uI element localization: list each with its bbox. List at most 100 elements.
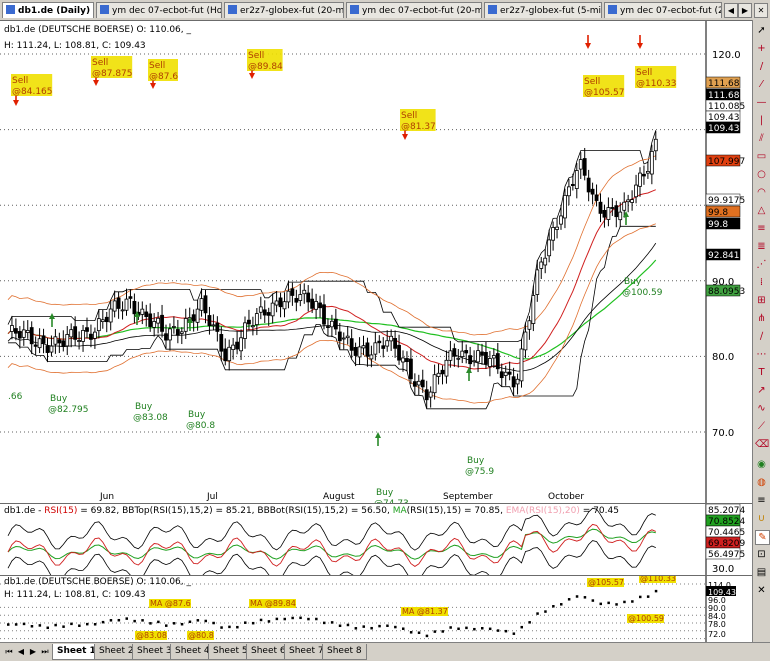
overview-bar [14, 623, 18, 626]
sheet-tab-8[interactable]: Sheet 8 [322, 644, 367, 660]
signal-label-bg [11, 74, 53, 96]
candle-body [487, 358, 492, 367]
grid-tool-icon[interactable]: ⊞ [757, 295, 766, 306]
tab-ym-20m-cut[interactable]: ym dec 07-ecbot-fut (20-m [604, 2, 722, 18]
prev-sheet-icon[interactable]: ◀ [17, 647, 25, 656]
candle-body [49, 345, 54, 353]
globe-icon[interactable]: ◉ [757, 459, 766, 470]
andrews-icon[interactable]: ⟋ [758, 421, 765, 432]
tab-db1-daily[interactable]: db1.de (Daily) [2, 2, 94, 18]
line-style-icon[interactable]: ≡ [757, 495, 766, 506]
ray-icon[interactable]: ⁄ [760, 79, 763, 90]
horizontal-line-icon[interactable]: — [756, 97, 767, 108]
fib-fan-icon[interactable]: ≣ [757, 241, 766, 252]
candle-body [274, 300, 279, 306]
candle-body [61, 340, 66, 347]
candle-body [598, 201, 603, 214]
magnet-icon[interactable]: ∪ [757, 513, 766, 524]
lock-icon[interactable]: ⊡ [757, 549, 766, 560]
candle-body [53, 336, 58, 345]
rsi-legend-part: RSI(15) [44, 506, 78, 516]
cursor-tool-icon[interactable]: ➚ [757, 25, 766, 36]
candle-body [89, 333, 93, 340]
speed-line-icon[interactable]: ⋯ [756, 349, 767, 360]
rsi-panel[interactable]: 85.2074 70.8524 70.4465 69.8209 56.4975 30.0… [0, 503, 752, 576]
candle-body [653, 138, 658, 152]
overview-bar [338, 624, 342, 628]
first-sheet-icon[interactable]: ⏮ [5, 647, 13, 656]
delete-icon[interactable]: ✕ [757, 585, 766, 596]
overview-bar [504, 629, 508, 633]
triangle-icon[interactable]: △ [757, 205, 766, 216]
crosshair-icon[interactable]: + [757, 43, 766, 54]
overview-ohlc: H: 111.24, L: 108.81, C: 109.43 [4, 590, 146, 600]
rectangle-icon[interactable]: ▭ [756, 151, 767, 162]
overview-bar [441, 630, 444, 633]
candle-body [551, 227, 555, 241]
overview-panel[interactable]: 114.0 109.43 96.0 90.0 84.0 78.0 72.0 MA @87.6… [0, 575, 752, 643]
candle-body [357, 346, 362, 358]
candle-body [57, 339, 62, 344]
overview-bar [512, 632, 516, 635]
pattern-icon[interactable]: ∿ [757, 403, 766, 414]
cycle-icon[interactable]: ⁞ [759, 277, 764, 288]
buy-arrow-icon [623, 211, 629, 225]
candle-body [602, 210, 607, 218]
channel-icon[interactable]: ⫽ [759, 133, 764, 144]
price-chart[interactable]: Sell@84.165Sell@87.875Sell@87.6Sell@89.8… [0, 21, 752, 504]
arrow-up-icon[interactable]: ↗ [757, 385, 766, 396]
overview-label-bg [401, 607, 448, 616]
pencil-icon[interactable]: ✎ [755, 530, 770, 545]
price-tag-bg [705, 193, 741, 206]
tab-scroll-right-icon[interactable]: ▶ [738, 3, 752, 18]
candle-body [337, 331, 342, 342]
tab-scroll-left-icon[interactable]: ◀ [724, 3, 738, 18]
tab-er2-5min[interactable]: er2z7-globex-fut (5-minute) [484, 2, 602, 18]
candle-body [448, 350, 453, 361]
overview-bar [607, 601, 610, 605]
price-tag-text: 92.8411 [708, 251, 745, 261]
overview-bar [488, 627, 492, 631]
color-picker-icon[interactable]: ◍ [757, 477, 766, 488]
overview-bar [330, 621, 334, 624]
tab-ym-20min[interactable]: ym dec 07-ecbot-fut (20-minute) [346, 2, 482, 18]
overview-bar [567, 598, 571, 601]
candle-body [120, 309, 125, 312]
candle-body [25, 330, 30, 333]
erase-icon[interactable]: ⌫ [755, 439, 770, 450]
overview-tick: 84.0 [708, 612, 726, 621]
overview-bar [575, 595, 579, 598]
ellipse-icon[interactable]: ○ [757, 169, 766, 180]
candle-body [349, 338, 354, 351]
overview-bar [378, 624, 381, 628]
arc-icon[interactable]: ◠ [757, 187, 766, 198]
close-icon[interactable]: ✕ [754, 3, 768, 18]
pitchfork-icon[interactable]: ⋔ [757, 313, 766, 324]
next-sheet-icon[interactable]: ▶ [29, 647, 37, 656]
signals: Sell@84.165Sell@87.875Sell@87.6Sell@89.8… [11, 35, 677, 504]
candle-body [132, 300, 137, 315]
rsi-legend-part: EMA(RSI(15),20) [505, 506, 580, 516]
gann-icon[interactable]: ⋰ [756, 259, 767, 270]
candle-body [270, 302, 275, 317]
signal-price: @110.33 [636, 79, 677, 89]
rsi-tag-text: 70.8524 [708, 517, 745, 527]
text-tool-icon[interactable]: T [758, 367, 765, 378]
overview-label: @80.8 [188, 631, 214, 640]
overview-tick: 114.0 [708, 581, 731, 590]
tab-er2-20min[interactable]: er2z7-globex-fut (20-minute) [224, 2, 344, 18]
layers-icon[interactable]: ▤ [756, 567, 767, 578]
overview-bar [78, 624, 81, 627]
signal-price: @74.73 [374, 499, 409, 504]
tab-ym-hourly[interactable]: ym dec 07-ecbot-fut (Hourly) [96, 2, 222, 18]
overview-bar [370, 626, 373, 630]
vertical-line-icon[interactable]: | [759, 115, 764, 126]
price-chart-panel[interactable]: Sell @84.165 Sell @87.875 Sell @87.6 Sell @89.8… [0, 20, 752, 504]
fibonacci-icon[interactable]: ≡ [757, 223, 766, 234]
candle-body [322, 304, 326, 325]
regression-icon[interactable]: ∕ [759, 331, 764, 342]
trendline-icon[interactable]: / [759, 61, 764, 72]
last-sheet-icon[interactable]: ⏭ [41, 647, 49, 656]
